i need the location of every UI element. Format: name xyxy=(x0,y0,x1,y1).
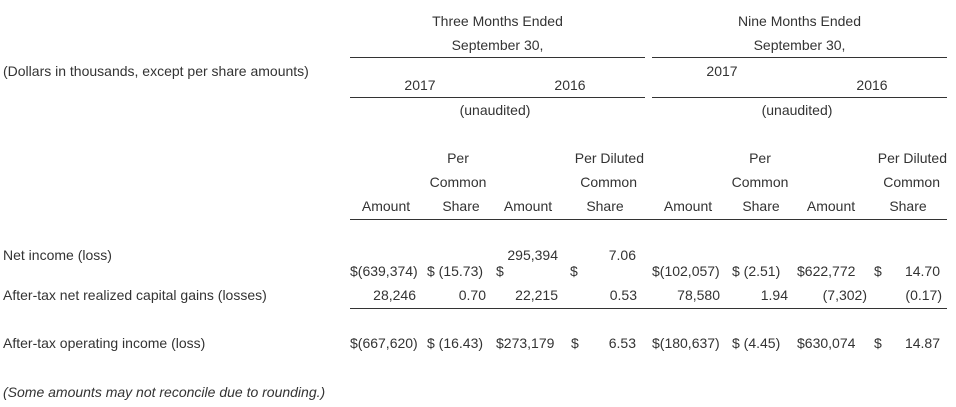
operating-income-n2017-share: $ (4.45) xyxy=(732,335,781,351)
year-2016-three-months: 2016 xyxy=(554,77,586,93)
three-months-rule xyxy=(350,57,645,58)
nine-months-rule xyxy=(652,57,947,58)
net-income-n2017-amount: $(102,057) xyxy=(652,263,720,279)
three-months-header: Three Months Ended xyxy=(432,13,563,29)
col-share-nine-2017: Share xyxy=(742,198,780,214)
col-amount-nine-2016: Amount xyxy=(806,198,856,214)
operating-income-n2016-share: 14.87 xyxy=(904,335,940,351)
operating-income-q2017-amount: $(667,620) xyxy=(350,335,418,351)
nine-months-header: Nine Months Ended xyxy=(738,13,861,29)
row-label-net-income: Net income (loss) xyxy=(3,247,112,263)
capital-gains-n2017-share: 1.94 xyxy=(760,287,788,303)
col-per-three-2017: Per xyxy=(447,150,469,166)
net-income-n2017-share: $ (2.51) xyxy=(732,263,781,279)
capital-gains-n2017-amount: 78,580 xyxy=(677,287,720,303)
net-income-q2016-share: 7.06 xyxy=(608,247,636,263)
col-share-three-2016: Share xyxy=(586,198,624,214)
col-share-three-2017: Share xyxy=(442,198,480,214)
col-share-nine-2016: Share xyxy=(889,198,927,214)
operating-income-n2016-share-dollar: $ xyxy=(874,335,882,351)
operating-income-n2017-amount: $(180,637) xyxy=(652,335,720,351)
nine-months-year-rule xyxy=(652,97,947,98)
col-amount-three-2017: Amount xyxy=(361,198,411,214)
net-income-n2016-share-dollar: $ xyxy=(874,263,882,279)
capital-gains-n2016-amount: (7,302) xyxy=(822,287,867,303)
row-label-capital-gains: After-tax net realized capital gains (lo… xyxy=(3,287,267,303)
year-2017-three-months: 2017 xyxy=(404,77,436,93)
year-2017-nine-months: 2017 xyxy=(706,63,738,79)
capital-gains-q2016-share: 0.53 xyxy=(609,287,637,303)
units-label: (Dollars in thousands, except per share … xyxy=(3,63,309,79)
col-common-three-2017: Common xyxy=(429,174,487,190)
subtotal-rule xyxy=(350,308,947,309)
net-income-q2016-amount-dollar: $ xyxy=(496,263,504,279)
operating-income-q2016-amount: $273,179 xyxy=(496,335,555,351)
col-amount-three-2016: Amount xyxy=(503,198,553,214)
col-common-nine-2017: Common xyxy=(731,174,789,190)
row-label-operating-income: After-tax operating income (loss) xyxy=(3,335,206,351)
column-header-rule xyxy=(350,219,947,220)
net-income-q2016-amount: 295,394 xyxy=(507,247,558,263)
operating-income-q2017-share: $ (16.43) xyxy=(427,335,484,351)
net-income-q2016-share-dollar: $ xyxy=(570,263,578,279)
net-income-q2017-share: $ (15.73) xyxy=(427,263,484,279)
year-2016-nine-months: 2016 xyxy=(856,77,888,93)
capital-gains-q2016-amount: 22,215 xyxy=(515,287,558,303)
col-common-three-2016: Common xyxy=(580,174,637,190)
capital-gains-q2017-share: 0.70 xyxy=(458,287,486,303)
operating-income-n2016-amount: $630,074 xyxy=(797,335,856,351)
col-amount-nine-2017: Amount xyxy=(663,198,713,214)
rounding-footnote: (Some amounts may not reconcile due to r… xyxy=(3,384,326,400)
net-income-q2017-amount: $(639,374) xyxy=(350,263,418,279)
capital-gains-q2017-amount: 28,246 xyxy=(373,287,416,303)
col-per-nine-2017: Per xyxy=(749,150,771,166)
capital-gains-n2016-share: (0.17) xyxy=(905,287,942,303)
net-income-n2016-amount: $622,772 xyxy=(797,263,856,279)
unaudited-nine-months: (unaudited) xyxy=(761,102,833,118)
three-months-year-rule xyxy=(350,97,645,98)
nine-months-date: September 30, xyxy=(753,37,846,53)
col-per-diluted-three-2016: Per Diluted xyxy=(574,150,644,166)
three-months-date: September 30, xyxy=(451,37,544,53)
net-income-n2016-share: 14.70 xyxy=(904,263,940,279)
operating-income-q2016-share: 6.53 xyxy=(608,335,636,351)
operating-income-q2016-share-dollar: $ xyxy=(571,335,579,351)
col-common-nine-2016: Common xyxy=(883,174,940,190)
col-per-diluted-nine-2016: Per Diluted xyxy=(877,150,947,166)
unaudited-three-months: (unaudited) xyxy=(459,102,531,118)
